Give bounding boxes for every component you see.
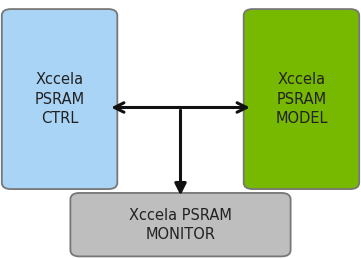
FancyBboxPatch shape <box>244 9 359 189</box>
Text: Xccela PSRAM
MONITOR: Xccela PSRAM MONITOR <box>129 207 232 242</box>
FancyBboxPatch shape <box>70 193 291 256</box>
Text: Xccela
PSRAM
MODEL: Xccela PSRAM MODEL <box>275 72 328 126</box>
FancyBboxPatch shape <box>2 9 117 189</box>
Text: Xccela
PSRAM
CTRL: Xccela PSRAM CTRL <box>35 72 84 126</box>
